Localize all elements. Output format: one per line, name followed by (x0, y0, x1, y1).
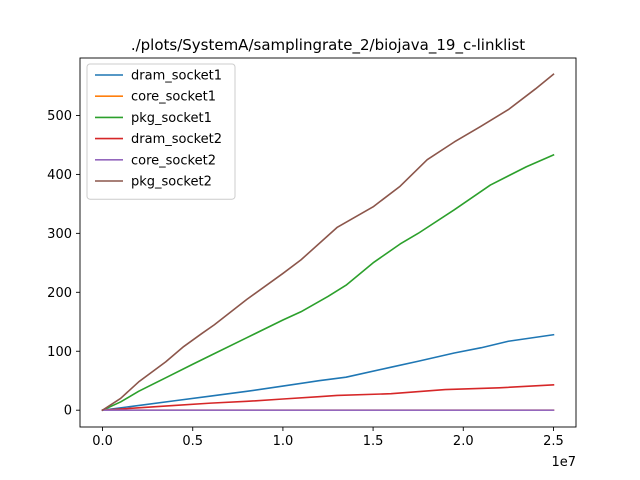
y-tick-label: 0 (64, 404, 72, 419)
legend-label-dram-socket2: dram_socket2 (131, 132, 222, 147)
y-tick-label: 100 (47, 345, 72, 360)
y-tick-label: 500 (47, 109, 72, 124)
legend: dram_socket1 core_socket1 pkg_socket1 dram_… (86, 63, 236, 200)
legend-label-core-socket2: core_socket2 (131, 153, 216, 168)
x-tick-label: 1.5 (363, 434, 384, 449)
x-tick-label: 1.0 (273, 434, 294, 449)
legend-box (86, 63, 236, 200)
series-line-pkg-socket2 (101, 73, 555, 412)
y-tick-label: 300 (47, 227, 72, 242)
series-line-pkg-socket1 (101, 153, 555, 412)
chart-title: ./plots/SystemA/samplingrate_2/biojava_1… (131, 36, 525, 55)
x-tick-label: 0.0 (92, 434, 113, 449)
x-tick-label: 2.5 (543, 434, 564, 449)
series-line-dram-socket1 (101, 333, 555, 412)
legend-label-pkg-socket2: pkg_socket2 (131, 175, 212, 190)
x-tick-label: 2.0 (453, 434, 474, 449)
plot-area (101, 73, 555, 412)
y-tick-label: 400 (47, 168, 72, 183)
x-axis-offset-label: 1e7 (551, 455, 576, 470)
series-line-dram-socket2 (101, 384, 555, 412)
legend-label-pkg-socket1: pkg_socket1 (131, 111, 212, 126)
y-tick-label: 200 (47, 286, 72, 301)
axes: 0.0 0.5 1.0 1.5 2.0 2.5 0 100 200 300 400 500 (47, 57, 577, 449)
legend-label-core-socket1: core_socket1 (131, 90, 216, 105)
axes-frame (79, 57, 577, 428)
legend-label-dram-socket1: dram_socket1 (131, 69, 222, 84)
x-tick-label: 0.5 (182, 434, 203, 449)
